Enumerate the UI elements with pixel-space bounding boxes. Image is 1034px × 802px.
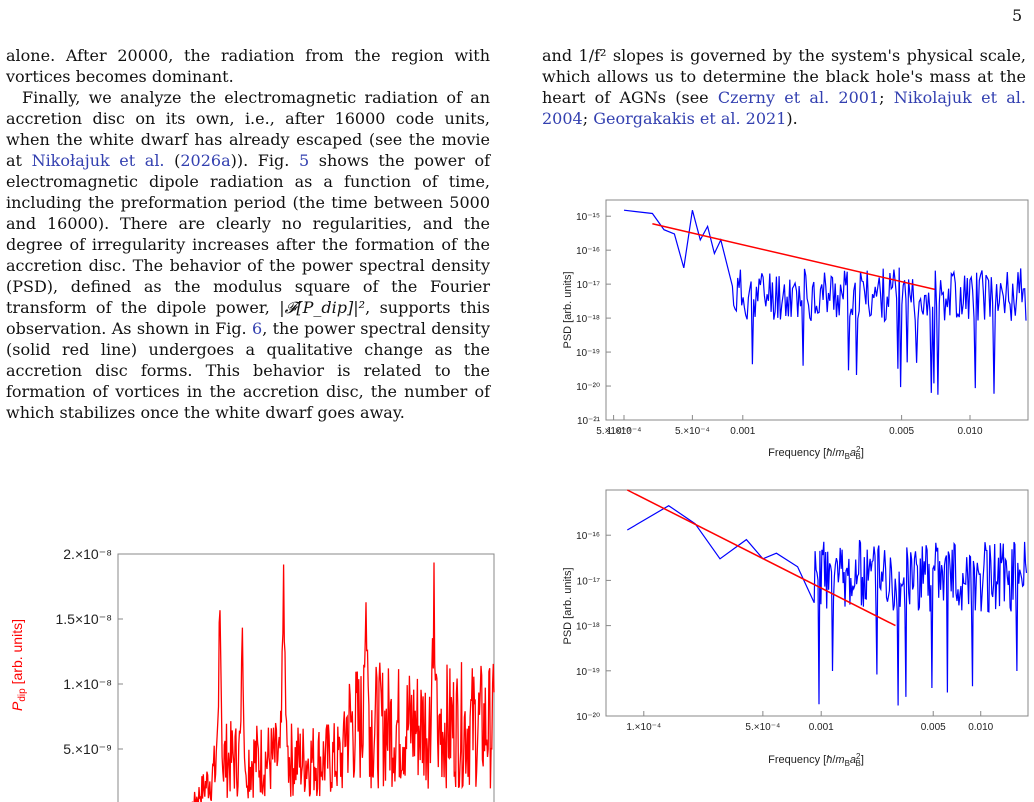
psd-series: [626, 504, 1028, 706]
citation-link[interactable]: Nikolajuk et al. 2004: [542, 88, 1027, 128]
figure-reference-link[interactable]: 6: [252, 319, 263, 338]
y-tick-label: 2.×10⁻⁸: [63, 546, 112, 562]
plot-frame: [605, 199, 1029, 421]
y-tick-label: 10⁻¹⁵: [576, 212, 600, 223]
x-axis-ticks: 1.×10⁻⁴ 5.×10⁻⁴ 0.001 0.005 0.010: [626, 711, 994, 733]
body-text: Finally, we analyze the electromagnetic …: [6, 88, 490, 170]
y-tick-label: 5.×10⁻⁹: [63, 741, 112, 757]
x-tick-label: 0.001: [809, 722, 834, 733]
y-axis-label: Pdip [arb. units]: [9, 619, 28, 711]
paragraph: and 1/f² slopes is governed by the syste…: [542, 45, 1026, 129]
y-tick-label: 10⁻²⁰: [576, 712, 600, 723]
y-tick-label: 10⁻¹⁶: [576, 531, 600, 542]
y-tick-label: 10⁻²¹: [577, 416, 601, 427]
body-text: (: [164, 151, 181, 170]
body-text: and 1/f² slopes is governed by the syste…: [542, 46, 1026, 107]
y-tick-label: 10⁻²⁰: [576, 382, 600, 393]
y-tick-label: 10⁻¹⁸: [576, 622, 600, 633]
formula: |𝓕[P_dip]|²: [279, 298, 366, 317]
left-text-column: alone. After 20000, the radiation from t…: [6, 45, 490, 423]
x-tick-label: 0.010: [957, 426, 982, 437]
figure-reference-link[interactable]: 5: [298, 151, 310, 170]
body-text: , the power spectral density (solid red …: [6, 319, 490, 422]
x-tick-label: 1.×10⁻⁴: [626, 722, 661, 733]
y-tick-label: 10⁻¹⁸: [576, 314, 600, 325]
body-text: shows the power of electromagnetic dipol…: [6, 151, 491, 317]
citation-link[interactable]: Georgakakis et al. 2021: [593, 109, 787, 128]
x-tick-label: 0.005: [889, 426, 914, 437]
x-tick-label: 0.001: [730, 426, 755, 437]
y-tick-label: 10⁻¹⁷: [577, 576, 601, 587]
y-axis-label: PSD [arb. units]: [562, 271, 574, 348]
x-tick-label: 5.×10⁻⁵: [596, 426, 631, 437]
dipole-power-series: [191, 562, 495, 802]
page-number: 5: [1012, 6, 1023, 25]
x-tick-label: 1.×10⁻⁴: [607, 426, 642, 437]
y-tick-label: 10⁻¹⁷: [577, 280, 601, 291]
body-text: ;: [582, 109, 594, 128]
dipole-power-chart: 05.×10⁻⁹1.×10⁻⁸1.5×10⁻⁸2.×10⁻⁸ Pdip [arb…: [9, 546, 495, 802]
y-axis-ticks: 10⁻¹⁶ 10⁻¹⁷ 10⁻¹⁸ 10⁻¹⁹ 10⁻²⁰: [576, 531, 611, 723]
x-tick-label: 5.×10⁻⁴: [745, 722, 780, 733]
x-axis-label: Frequency [ħ/mBa2 B]: [768, 445, 864, 461]
body-text: , supports this observation. As shown in…: [6, 298, 490, 338]
body-text: ).: [786, 109, 798, 128]
x-tick-label: 5.×10⁻⁴: [675, 426, 710, 437]
citation-link[interactable]: Nikołajuk et al.: [31, 151, 165, 170]
y-tick-label: 1.5×10⁻⁸: [55, 611, 112, 627]
body-text: ;: [879, 88, 894, 107]
y-axis-ticks: 10⁻¹⁵ 10⁻¹⁶ 10⁻¹⁷ 10⁻¹⁸ 10⁻¹⁹ 10⁻²⁰ 10⁻²¹: [576, 212, 611, 427]
citation-link[interactable]: 2026a: [180, 151, 231, 170]
y-tick-label: 10⁻¹⁹: [576, 667, 600, 678]
right-text-column: and 1/f² slopes is governed by the syste…: [542, 45, 1026, 129]
y-tick-label: 10⁻¹⁹: [576, 348, 600, 359]
psd-fit-line: [652, 223, 935, 291]
y-tick-label: 1.×10⁻⁸: [63, 676, 112, 692]
psd-series: [623, 209, 1027, 395]
plot-frame: [605, 489, 1029, 717]
psd-chart-top: 10⁻¹⁵ 10⁻¹⁶ 10⁻¹⁷ 10⁻¹⁸ 10⁻¹⁹ 10⁻²⁰ 10⁻²¹ 5.×1…: [562, 199, 1029, 461]
x-axis-label: Frequency [ħ/mBa2 B]: [768, 752, 864, 768]
x-tick-label: 0.005: [921, 722, 946, 733]
x-axis-ticks: 5.×10⁻⁵1.×10⁻⁴ 5.×10⁻⁴ 0.001 0.005 0.010: [596, 415, 983, 437]
psd-chart-bottom: 10⁻¹⁶ 10⁻¹⁷ 10⁻¹⁸ 10⁻¹⁹ 10⁻²⁰ 1.×10⁻⁴ 5.×10⁻⁴…: [562, 489, 1029, 768]
y-axis-ticks: 05.×10⁻⁹1.×10⁻⁸1.5×10⁻⁸2.×10⁻⁸: [55, 546, 123, 757]
psd-fit-line: [626, 489, 896, 627]
body-text: )). Fig.: [230, 151, 299, 170]
x-tick-label: 0.010: [968, 722, 993, 733]
y-tick-label: 10⁻¹⁶: [576, 246, 600, 257]
paragraph: Finally, we analyze the electromagnetic …: [6, 87, 490, 423]
y-axis-label: PSD [arb. units]: [562, 567, 574, 644]
citation-link[interactable]: Czerny et al. 2001: [717, 88, 880, 107]
paragraph: alone. After 20000, the radiation from t…: [6, 46, 490, 86]
